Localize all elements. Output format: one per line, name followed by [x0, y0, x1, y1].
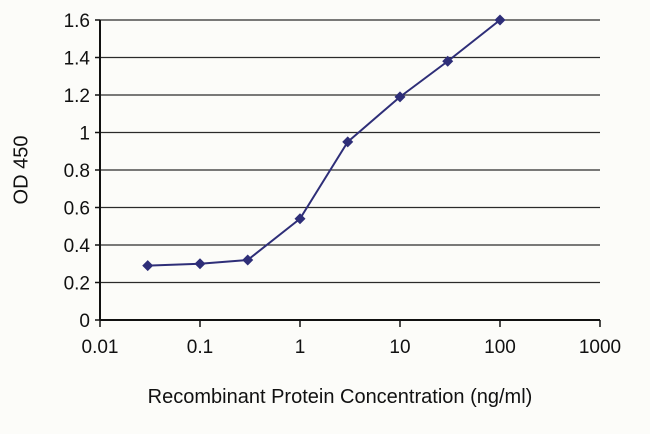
x-tick-label: 0.01	[82, 337, 119, 358]
data-point-marker	[194, 258, 206, 270]
y-tick-label: 1.6	[64, 11, 90, 32]
data-point-marker	[342, 136, 354, 148]
y-tick-label: 0.6	[64, 199, 90, 220]
y-tick-label: 0.4	[64, 236, 91, 257]
y-tick-label: 0.8	[64, 161, 90, 182]
y-tick-label: 0.2	[64, 274, 90, 295]
x-tick-label: 0.1	[187, 337, 213, 358]
data-point-marker	[242, 254, 254, 266]
data-point-marker	[494, 14, 506, 26]
data-point-marker	[142, 260, 154, 272]
x-tick-label: 100	[484, 337, 516, 358]
y-axis-title: OD 450	[10, 135, 33, 205]
y-tick-label: 1	[79, 124, 90, 145]
y-tick-label: 1.2	[64, 86, 90, 107]
x-tick-label: 10	[389, 337, 410, 358]
y-tick-label: 1.4	[64, 49, 91, 70]
x-tick-label: 1	[295, 337, 306, 358]
x-axis-title: Recombinant Protein Concentration (ng/ml…	[147, 386, 533, 408]
data-point-marker	[442, 55, 454, 67]
y-tick-label: 0	[79, 311, 90, 332]
x-tick-label: 1000	[579, 337, 621, 358]
data-point-marker	[294, 213, 306, 225]
series-line	[146, 19, 501, 267]
data-point-marker	[394, 91, 406, 103]
